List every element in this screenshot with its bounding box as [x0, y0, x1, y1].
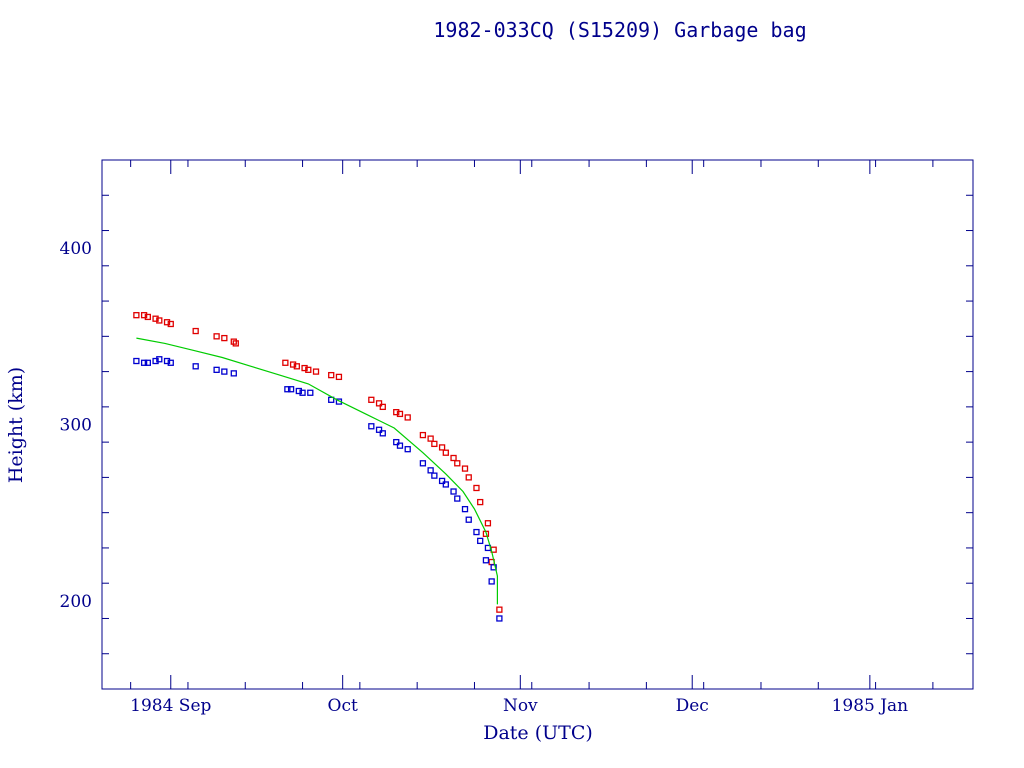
- data-marks: [133, 312, 503, 622]
- data-point: [431, 440, 438, 448]
- data-point: [156, 356, 163, 363]
- data-point: [299, 389, 306, 396]
- data-point: [295, 387, 302, 395]
- data-point: [477, 537, 484, 545]
- data-point: [396, 442, 404, 449]
- data-point: [419, 431, 427, 439]
- data-point: [465, 516, 472, 523]
- data-point: [396, 410, 404, 418]
- x-tick-label: Oct: [328, 696, 358, 716]
- data-point: [438, 477, 446, 485]
- data-point: [473, 484, 480, 492]
- chart-title: 1982-033CQ (S15209) Garbage bag: [433, 18, 806, 42]
- y-tick-label: 200: [60, 592, 92, 612]
- data-point: [221, 368, 228, 375]
- data-point: [152, 315, 159, 322]
- data-point: [328, 371, 335, 379]
- data-point: [488, 578, 495, 585]
- data-point: [301, 364, 308, 372]
- data-point: [335, 373, 343, 381]
- data-point: [427, 467, 434, 474]
- y-tick-label: 300: [60, 416, 92, 436]
- data-point: [133, 312, 140, 319]
- data-point: [144, 313, 151, 321]
- data-point: [379, 430, 386, 437]
- data-point: [156, 317, 163, 324]
- data-point: [465, 474, 472, 481]
- data-point: [477, 498, 484, 506]
- data-point: [482, 557, 490, 564]
- plot-frame: [101, 159, 974, 690]
- data-point: [484, 520, 492, 527]
- data-point: [393, 438, 400, 446]
- y-tick-label: 400: [60, 239, 92, 259]
- data-point: [431, 472, 438, 479]
- data-point: [140, 312, 148, 319]
- axis-ticks: [102, 160, 973, 689]
- data-point: [496, 606, 503, 613]
- data-point: [368, 396, 375, 403]
- data-point: [144, 359, 151, 366]
- x-tick-label: Nov: [503, 696, 538, 716]
- data-point: [221, 334, 228, 342]
- data-point: [442, 481, 449, 488]
- data-point: [450, 454, 457, 462]
- data-point: [213, 366, 220, 373]
- data-point: [163, 319, 171, 326]
- data-point: [454, 460, 461, 467]
- data-point: [368, 423, 375, 430]
- data-point: [133, 357, 140, 365]
- x-tick-label: 1984 Sep: [130, 696, 211, 716]
- data-point: [461, 465, 469, 472]
- data-point: [282, 359, 289, 366]
- data-point: [307, 389, 314, 396]
- x-axis-label: Date (UTC): [483, 722, 593, 744]
- data-point: [404, 446, 411, 453]
- data-point: [442, 449, 449, 456]
- data-point: [287, 386, 295, 393]
- data-point: [393, 409, 400, 416]
- data-point: [230, 370, 237, 377]
- data-point: [167, 359, 174, 366]
- data-point: [312, 368, 320, 375]
- data-point: [305, 366, 312, 373]
- data-point: [461, 505, 469, 513]
- data-point: [167, 320, 174, 328]
- tick-labels: 200 300 400 1984 Sep Oct Nov Dec 1985 Jan: [60, 239, 909, 716]
- data-point: [379, 403, 386, 411]
- data-point: [152, 357, 159, 365]
- x-tick-label: Dec: [676, 696, 709, 716]
- data-point: [454, 495, 461, 502]
- data-point: [473, 528, 480, 536]
- x-tick-label: 1985 Jan: [832, 696, 909, 716]
- data-point: [438, 444, 446, 451]
- data-point: [419, 460, 427, 467]
- data-point: [140, 359, 148, 366]
- data-point: [490, 564, 497, 571]
- y-axis-label: Height (km): [5, 367, 27, 483]
- data-point: [375, 426, 383, 433]
- data-point: [450, 488, 457, 495]
- data-point: [192, 327, 199, 335]
- data-point: [284, 386, 291, 393]
- data-point: [232, 340, 239, 347]
- data-point: [163, 357, 171, 365]
- data-point: [404, 414, 411, 421]
- data-point: [213, 333, 220, 340]
- data-point: [496, 615, 503, 622]
- data-point: [293, 363, 300, 370]
- data-point: [375, 400, 383, 407]
- fit-curve: [136, 337, 498, 605]
- data-point: [427, 435, 434, 442]
- data-point: [289, 361, 297, 368]
- data-point: [192, 363, 199, 370]
